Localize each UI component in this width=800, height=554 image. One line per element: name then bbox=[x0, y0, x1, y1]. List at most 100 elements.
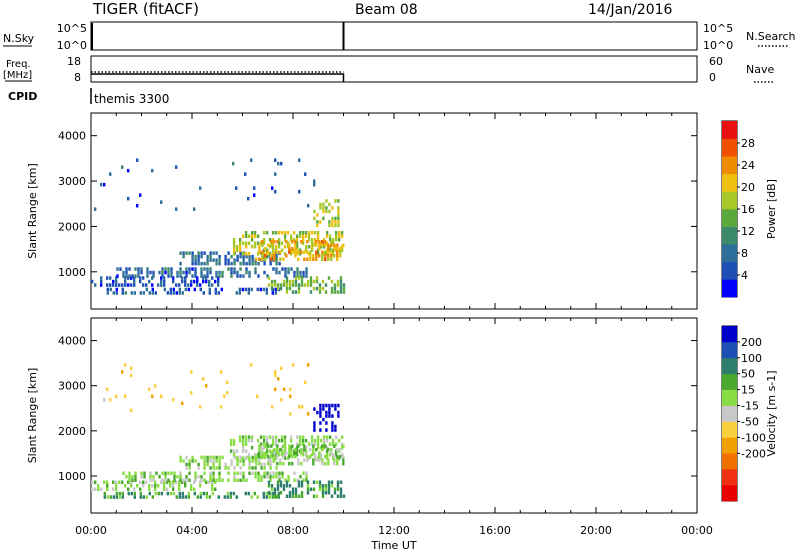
echo-cell-p2-r1 bbox=[169, 491, 172, 496]
echo-cell-p1-r6 bbox=[330, 290, 334, 294]
echo-cell-p1-r4 bbox=[271, 245, 275, 249]
echo-cell-p2-r5 bbox=[294, 447, 297, 452]
echo-cell-p1-r3 bbox=[275, 261, 278, 266]
echo-cell-p2-r5 bbox=[282, 461, 285, 466]
echo-cell-p2-r2 bbox=[152, 475, 155, 479]
echo-cell-p1-r4 bbox=[250, 238, 254, 242]
echo-cell-p1-r6 bbox=[318, 290, 322, 294]
echo-cell-p1-r1 bbox=[154, 291, 157, 295]
echo-cell-p2-r4 bbox=[316, 442, 320, 446]
echo-cell-p2-r7 bbox=[331, 414, 334, 418]
echo-cell-p2-r4 bbox=[283, 442, 287, 446]
echo-cell-p1-r4 bbox=[262, 231, 266, 235]
echo-cell-p1-r0 bbox=[127, 283, 130, 287]
echo-cell-p2-r5 bbox=[288, 451, 291, 455]
echo-cell-p1-r5 bbox=[321, 243, 324, 247]
echo-cell-p1-r5 bbox=[324, 250, 327, 254]
echo-cell-p2-r4 bbox=[247, 435, 251, 439]
echo-cell-p2-r7 bbox=[334, 424, 337, 429]
echo-cell-p2-r5 bbox=[267, 461, 270, 466]
echo-cell-p2-r4 bbox=[268, 435, 272, 439]
echo-cell-p1-r3 bbox=[215, 251, 218, 255]
echo-cell-p1-r8 bbox=[121, 165, 124, 169]
echo-cell-p2-r8 bbox=[172, 398, 175, 402]
echo-cell-p2-r2 bbox=[239, 478, 242, 482]
echo-cell-p1-r3 bbox=[239, 251, 242, 255]
echo-cell-p1-r1 bbox=[115, 291, 118, 295]
echo-cell-p2-r0 bbox=[124, 484, 127, 488]
echo-cell-p1-r4 bbox=[262, 238, 266, 242]
echo-cell-p1-r1 bbox=[133, 291, 136, 295]
echo-cell-p1-r8 bbox=[247, 196, 250, 201]
echo-cell-p1-r1 bbox=[259, 287, 262, 292]
echo-cell-p1-r4 bbox=[307, 234, 311, 238]
echo-cell-p2-r5 bbox=[336, 458, 339, 462]
echo-cell-p2-r0 bbox=[133, 487, 136, 491]
echo-cell-p1-r0 bbox=[148, 279, 151, 284]
echo-cell-p2-r2 bbox=[149, 471, 152, 475]
echo-cell-p2-r4 bbox=[295, 435, 299, 439]
echo-cell-p1-r2 bbox=[296, 267, 299, 271]
time-tick-label-3: 12:00 bbox=[378, 524, 410, 537]
echo-cell-p1-r1 bbox=[112, 291, 115, 295]
echo-cell-p2-r5 bbox=[321, 447, 324, 452]
echo-cell-p2-r8 bbox=[199, 405, 202, 409]
echo-cell-p2-r0 bbox=[214, 487, 217, 491]
echo-cell-p2-r4 bbox=[301, 438, 305, 443]
echo-cell-p1-r1 bbox=[247, 287, 250, 292]
echo-cell-p2-r2 bbox=[302, 478, 305, 482]
echo-cell-p1-r4 bbox=[310, 248, 314, 252]
echo-cell-p2-r4 bbox=[229, 442, 233, 446]
echo-cell-p2-r5 bbox=[312, 461, 315, 466]
echo-cell-p2-r7 bbox=[337, 414, 340, 418]
echo-cell-p2-r2 bbox=[203, 471, 206, 475]
echo-cell-p2-r6 bbox=[282, 487, 286, 491]
echo-cell-p2-r8 bbox=[154, 384, 157, 388]
colorbar-2-segment-9 bbox=[722, 341, 737, 359]
echo-cell-p1-r5 bbox=[285, 254, 288, 258]
echo-cell-p2-r4 bbox=[310, 438, 314, 443]
echo-cell-p2-r4 bbox=[277, 438, 281, 443]
echo-cell-p2-r5 bbox=[333, 458, 336, 462]
echo-cell-p2-r2 bbox=[263, 471, 266, 475]
echo-cell-p2-r0 bbox=[94, 487, 97, 491]
echo-cell-p2-r4 bbox=[337, 438, 341, 443]
colorbar-1-segment-8 bbox=[722, 138, 737, 157]
echo-cell-p1-r4 bbox=[310, 238, 314, 242]
echo-cell-p2-r8 bbox=[190, 391, 193, 395]
echo-cell-p1-r4 bbox=[322, 245, 326, 249]
echo-cell-p2-r6 bbox=[288, 494, 292, 498]
echo-cell-p2-r1 bbox=[217, 495, 220, 499]
echo-cell-p2-r2 bbox=[269, 478, 272, 482]
echo-cell-p2-r2 bbox=[218, 475, 221, 479]
colorbar-1-segment-9 bbox=[722, 121, 737, 139]
echo-cell-p2-r2 bbox=[158, 475, 161, 479]
echo-cell-p2-r4 bbox=[295, 442, 299, 446]
echo-cell-p2-r8 bbox=[226, 380, 229, 385]
echo-cell-p2-r4 bbox=[340, 442, 344, 446]
echo-cell-p1-r5 bbox=[261, 240, 264, 244]
echo-cell-p2-r4 bbox=[325, 438, 329, 443]
echo-cell-p1-r1 bbox=[142, 291, 145, 295]
echo-cell-p2-r3 bbox=[224, 466, 227, 470]
echo-cell-p2-r2 bbox=[269, 471, 272, 475]
echo-cell-p1-r4 bbox=[295, 252, 299, 256]
freq-left-tick-bottom: 8 bbox=[74, 71, 81, 84]
echo-cell-p2-r0 bbox=[184, 480, 187, 484]
echo-cell-p2-r6 bbox=[288, 491, 292, 495]
echo-cell-p1-r3 bbox=[197, 254, 200, 259]
echo-cell-p1-r2 bbox=[206, 274, 209, 278]
echo-cell-p1-r6 bbox=[294, 290, 298, 294]
colorbar-2-label-4: -15 bbox=[741, 400, 759, 413]
echo-cell-p1-r5 bbox=[270, 243, 273, 247]
echo-cell-p2-r8 bbox=[124, 363, 127, 367]
colorbar-1-label-0: 4 bbox=[741, 269, 748, 282]
echo-cell-p1-r2 bbox=[161, 270, 164, 275]
echo-cell-p1-r4 bbox=[253, 245, 257, 249]
colorbar-2-segment-10 bbox=[722, 326, 737, 343]
echo-cell-p1-r8 bbox=[94, 207, 97, 211]
echo-cell-p2-r2 bbox=[278, 475, 281, 479]
echo-cell-p1-r0 bbox=[217, 276, 220, 280]
freq-left-tick-top: 18 bbox=[67, 55, 81, 68]
echo-cell-p1-r4 bbox=[244, 234, 248, 238]
